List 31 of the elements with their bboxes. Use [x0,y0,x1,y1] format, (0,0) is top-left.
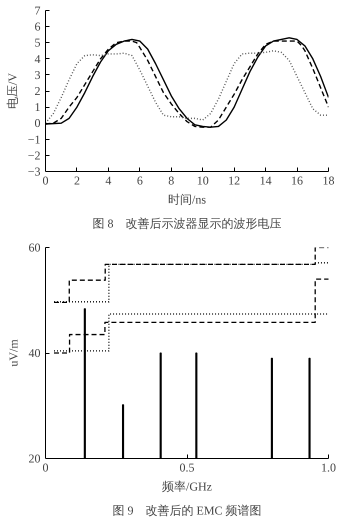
y-tick-label: 40 [28,346,40,360]
x-tick-label: 16 [291,174,304,188]
y-tick-label: 5 [34,36,40,50]
x-tick-label: 8 [168,174,174,188]
x-tick-label: 12 [228,174,240,188]
text: 图 9 改善后的 EMC 频谱图 [112,504,262,518]
x-tick-label: 1.0 [321,460,336,474]
x-tick-label: 6 [136,174,143,188]
x-tick-label: 4 [105,174,112,188]
y-tick-label: 60 [28,240,40,254]
y-tick-label: 3 [34,68,40,82]
x-tick-label: 18 [322,174,334,188]
x-axis-title: 时间/ns [168,192,206,206]
y-tick-label: −1 [28,132,41,146]
y-tick-label: 20 [28,452,40,466]
y-tick-label: 6 [34,20,40,34]
x-tick-label: 10 [196,174,209,188]
x-tick-label: 2 [74,174,80,188]
y-tick-label: 2 [34,84,40,98]
y-axis-title: uV/m [6,338,20,367]
y-tick-label: −2 [28,148,41,162]
text: 图 8 改善后示波器显示的波形电压 [92,216,282,230]
x-tick-label: 14 [260,174,272,188]
y-tick-label: 4 [34,52,40,66]
y-tick-label: 1 [34,100,40,114]
y-tick-label: 0 [34,116,40,130]
y-axis-title: 电压/V [6,72,20,109]
x-axis-title: 频率/GHz [162,480,212,494]
y-tick-label: −3 [28,164,41,178]
y-tick-label: 7 [34,4,40,18]
x-tick-label: 0.5 [180,460,194,474]
